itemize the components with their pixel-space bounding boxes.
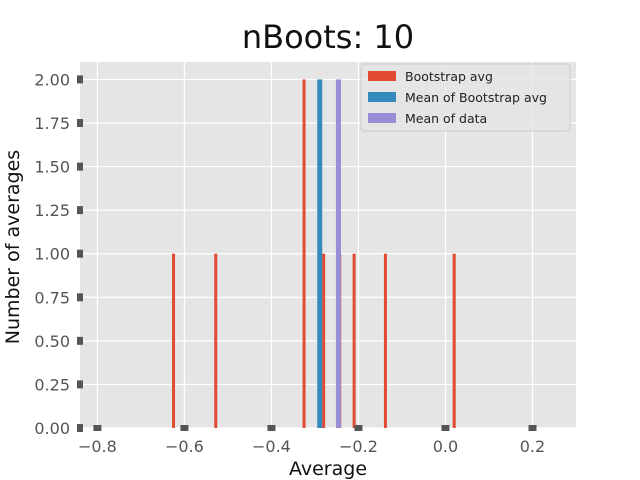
x-tick-label: −0.8 xyxy=(78,437,117,456)
x-tick-label: −0.4 xyxy=(252,437,291,456)
bar xyxy=(452,253,456,428)
bars-group xyxy=(172,79,456,428)
y-tick-mark xyxy=(77,206,83,215)
y-tick-label: 0.75 xyxy=(34,288,70,307)
legend-box xyxy=(360,63,571,132)
y-tick-mark xyxy=(77,75,83,84)
x-tick-mark xyxy=(528,425,537,431)
x-tick-mark xyxy=(441,425,450,431)
x-tick-label: 0.0 xyxy=(433,437,458,456)
legend-swatch xyxy=(368,71,396,81)
x-tick-label: 0.2 xyxy=(520,437,545,456)
legend-label: Mean of Bootstrap avg xyxy=(405,90,547,105)
bar xyxy=(317,79,323,428)
y-tick-label: 1.75 xyxy=(34,114,70,133)
x-tick-mark xyxy=(354,425,363,431)
y-tick-mark xyxy=(77,249,83,258)
y-tick-mark xyxy=(77,293,83,302)
ticks-group: −0.8 −0.6 −0.4 −0.2 0.0 0.2 0.00 0.25 0.50 0.75 1.… xyxy=(34,70,545,456)
legend: Bootstrap avg Mean of Bootstrap avg Mean o… xyxy=(360,63,571,132)
legend-swatch xyxy=(368,92,396,102)
bar xyxy=(335,79,341,428)
bar xyxy=(302,79,306,428)
y-tick-mark xyxy=(77,380,83,389)
legend-swatch xyxy=(368,113,396,123)
x-axis-label: Average xyxy=(289,458,367,480)
x-tick-mark xyxy=(180,425,189,431)
y-tick-label: 0.50 xyxy=(34,332,70,351)
bar xyxy=(322,253,326,428)
y-tick-label: 1.25 xyxy=(34,201,70,220)
y-tick-label: 1.00 xyxy=(34,245,70,264)
y-tick-label: 1.50 xyxy=(34,158,70,177)
legend-label: Mean of data xyxy=(405,111,487,126)
y-tick-mark xyxy=(77,424,83,432)
legend-label: Bootstrap avg xyxy=(405,69,493,84)
x-tick-mark xyxy=(267,425,276,431)
y-tick-label: 2.00 xyxy=(34,70,70,89)
x-tick-mark xyxy=(93,425,102,431)
x-tick-label: −0.6 xyxy=(165,437,204,456)
y-tick-mark xyxy=(77,162,83,171)
chart-title: nBoots: 10 xyxy=(242,18,414,56)
y-tick-mark xyxy=(77,119,83,127)
y-tick-label: 0.25 xyxy=(34,375,70,394)
bar xyxy=(383,253,387,428)
bar xyxy=(352,253,356,428)
x-tick-label: −0.2 xyxy=(339,437,378,456)
y-tick-label: 0.00 xyxy=(34,419,70,438)
y-axis-label: Number of averages xyxy=(2,150,24,344)
y-tick-mark xyxy=(77,336,83,345)
bar xyxy=(214,253,218,428)
bar xyxy=(172,253,176,428)
